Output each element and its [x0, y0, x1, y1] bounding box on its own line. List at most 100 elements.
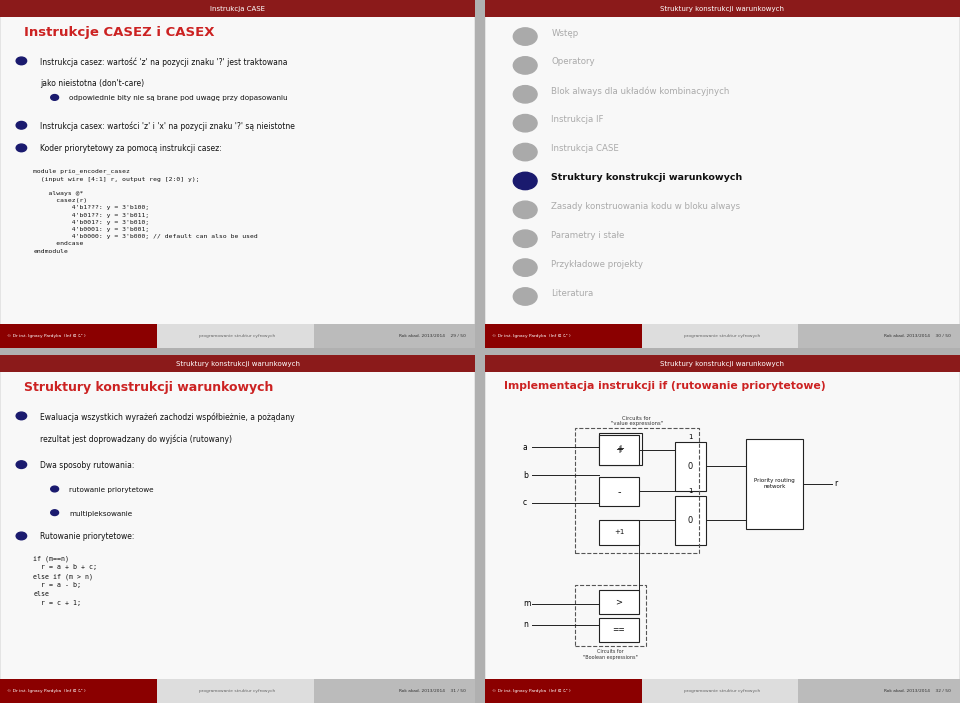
Text: 8: 8: [523, 236, 527, 241]
Text: Instrukcja casex: wartości 'z' i 'x' na pozycji znaku '?' są nieistotne: Instrukcja casex: wartości 'z' i 'x' na …: [40, 122, 296, 131]
Text: Literatura: Literatura: [551, 288, 593, 297]
Text: 3: 3: [523, 92, 527, 97]
Circle shape: [514, 115, 537, 132]
FancyBboxPatch shape: [0, 0, 475, 348]
Bar: [746, 439, 804, 529]
Text: © Dr inż. Ignacy Pardyka  (Inf ∈ ℒ² ): © Dr inż. Ignacy Pardyka (Inf ∈ ℒ² ): [7, 689, 85, 693]
Text: if (m==n)
  r = a + b + c;
else if (m > n)
  r = a - b;
else
  r = c + 1;: if (m==n) r = a + b + c; else if (m > n)…: [34, 555, 97, 606]
Text: 0: 0: [687, 462, 693, 471]
Text: jako nieistotna (don't-care): jako nieistotna (don't-care): [40, 79, 145, 88]
FancyBboxPatch shape: [485, 678, 641, 703]
Text: Wstęp: Wstęp: [551, 29, 579, 37]
Bar: [575, 585, 646, 645]
Text: multipleksowanie: multipleksowanie: [69, 511, 132, 517]
Circle shape: [51, 95, 59, 101]
Text: Instrukcja CASE: Instrukcja CASE: [551, 144, 619, 153]
Text: 4: 4: [523, 121, 527, 126]
Bar: [599, 477, 639, 506]
Text: 1: 1: [688, 434, 692, 440]
Circle shape: [16, 57, 27, 65]
Text: Struktury konstrukcji warunkowych: Struktury konstrukcji warunkowych: [24, 381, 274, 394]
Circle shape: [514, 230, 537, 247]
Circle shape: [514, 57, 537, 74]
Text: Instrukcja IF: Instrukcja IF: [551, 115, 604, 124]
Text: rutowanie priorytetowe: rutowanie priorytetowe: [69, 487, 154, 494]
Bar: [575, 428, 699, 553]
Text: © Dr inż. Ignacy Pardyka  (Inf ∈ ℒ² ): © Dr inż. Ignacy Pardyka (Inf ∈ ℒ² ): [492, 689, 570, 693]
Text: programowanie struktur cyfrowych: programowanie struktur cyfrowych: [684, 334, 760, 338]
FancyBboxPatch shape: [485, 0, 960, 348]
Circle shape: [514, 288, 537, 305]
FancyBboxPatch shape: [799, 678, 960, 703]
Text: c: c: [523, 498, 527, 508]
Circle shape: [514, 86, 537, 103]
Text: Dwa sposoby rutowania:: Dwa sposoby rutowania:: [40, 461, 134, 470]
Circle shape: [514, 201, 537, 219]
Bar: [599, 590, 639, 614]
Bar: [599, 435, 639, 465]
Bar: [675, 442, 706, 491]
Text: r: r: [834, 479, 837, 489]
Bar: [599, 520, 639, 545]
FancyBboxPatch shape: [0, 355, 475, 703]
FancyBboxPatch shape: [485, 678, 960, 703]
Bar: [599, 618, 639, 642]
Text: a: a: [523, 443, 528, 452]
Text: programowanie struktur cyfrowych: programowanie struktur cyfrowych: [684, 689, 760, 693]
Circle shape: [16, 122, 27, 129]
Text: Instrukcja casez: wartość 'z' na pozycji znaku '?' jest traktowana: Instrukcja casez: wartość 'z' na pozycji…: [40, 58, 288, 67]
Text: Priority routing
network: Priority routing network: [755, 478, 795, 489]
FancyBboxPatch shape: [485, 355, 960, 373]
Circle shape: [514, 172, 537, 190]
Text: © Dr inż. Ignacy Pardyka  (Inf ∈ ℒ² ): © Dr inż. Ignacy Pardyka (Inf ∈ ℒ² ): [492, 334, 570, 338]
Bar: [599, 433, 641, 465]
Text: Instrukcja CASE: Instrukcja CASE: [210, 6, 265, 12]
FancyBboxPatch shape: [0, 0, 475, 18]
Circle shape: [514, 28, 537, 45]
Text: Rok akad. 2013/2014    30 / 50: Rok akad. 2013/2014 30 / 50: [883, 334, 950, 338]
FancyBboxPatch shape: [799, 323, 960, 348]
Text: Struktury konstrukcji warunkowych: Struktury konstrukcji warunkowych: [660, 6, 784, 12]
Circle shape: [514, 143, 537, 161]
Text: n: n: [523, 620, 528, 629]
Text: +1: +1: [613, 529, 624, 536]
FancyBboxPatch shape: [0, 323, 156, 348]
Text: module prio_encoder_casez
  (input wire [4:1] r, output reg [2:0] y);

    alway: module prio_encoder_casez (input wire [4…: [34, 169, 258, 254]
Text: Struktury konstrukcji warunkowych: Struktury konstrukcji warunkowych: [551, 173, 743, 182]
Text: 1: 1: [688, 488, 692, 494]
Text: ==: ==: [612, 626, 625, 634]
Text: rezultat jest doprowadzany do wyjścia (rutowany): rezultat jest doprowadzany do wyjścia (r…: [40, 434, 232, 444]
Text: 5: 5: [523, 150, 527, 155]
Text: programowanie struktur cyfrowych: programowanie struktur cyfrowych: [200, 334, 276, 338]
Text: Struktury konstrukcji warunkowych: Struktury konstrukcji warunkowych: [660, 361, 784, 367]
Circle shape: [16, 460, 27, 468]
Text: Blok always dla układów kombinacyjnych: Blok always dla układów kombinacyjnych: [551, 86, 730, 96]
FancyBboxPatch shape: [0, 355, 475, 373]
Text: Rok akad. 2013/2014    32 / 50: Rok akad. 2013/2014 32 / 50: [883, 689, 950, 693]
Text: 2: 2: [523, 63, 527, 68]
Text: Ewaluacja wszystkich wyrażeń zachodzi współbieżnie, a pożądany: Ewaluacja wszystkich wyrażeń zachodzi ws…: [40, 413, 295, 422]
Text: Circuits for
"Boolean expressions": Circuits for "Boolean expressions": [584, 649, 638, 660]
FancyBboxPatch shape: [485, 323, 641, 348]
Circle shape: [16, 532, 27, 540]
Text: Koder priorytetowy za pomocą instrukcji casez:: Koder priorytetowy za pomocą instrukcji …: [40, 144, 222, 153]
Text: Rok akad. 2013/2014    31 / 50: Rok akad. 2013/2014 31 / 50: [398, 689, 466, 693]
Text: >: >: [615, 598, 622, 607]
Circle shape: [514, 259, 537, 276]
Text: Implementacja instrukcji if (rutowanie priorytetowe): Implementacja instrukcji if (rutowanie p…: [504, 381, 826, 391]
FancyBboxPatch shape: [0, 323, 475, 348]
Bar: [675, 496, 706, 545]
Text: programowanie struktur cyfrowych: programowanie struktur cyfrowych: [200, 689, 276, 693]
Text: Rok akad. 2013/2014    29 / 50: Rok akad. 2013/2014 29 / 50: [398, 334, 466, 338]
Text: 1: 1: [523, 34, 527, 39]
Text: Instrukcje CASEZ i CASEX: Instrukcje CASEZ i CASEX: [24, 26, 214, 39]
Text: 7: 7: [523, 207, 527, 212]
Text: 6: 6: [523, 179, 527, 183]
Text: Circuits for
"value expressions": Circuits for "value expressions": [611, 415, 663, 426]
Circle shape: [51, 486, 59, 492]
Text: 9: 9: [523, 265, 527, 270]
Text: Operatory: Operatory: [551, 58, 595, 67]
Text: +: +: [616, 444, 624, 454]
Text: 0: 0: [687, 516, 693, 525]
FancyBboxPatch shape: [485, 355, 960, 703]
